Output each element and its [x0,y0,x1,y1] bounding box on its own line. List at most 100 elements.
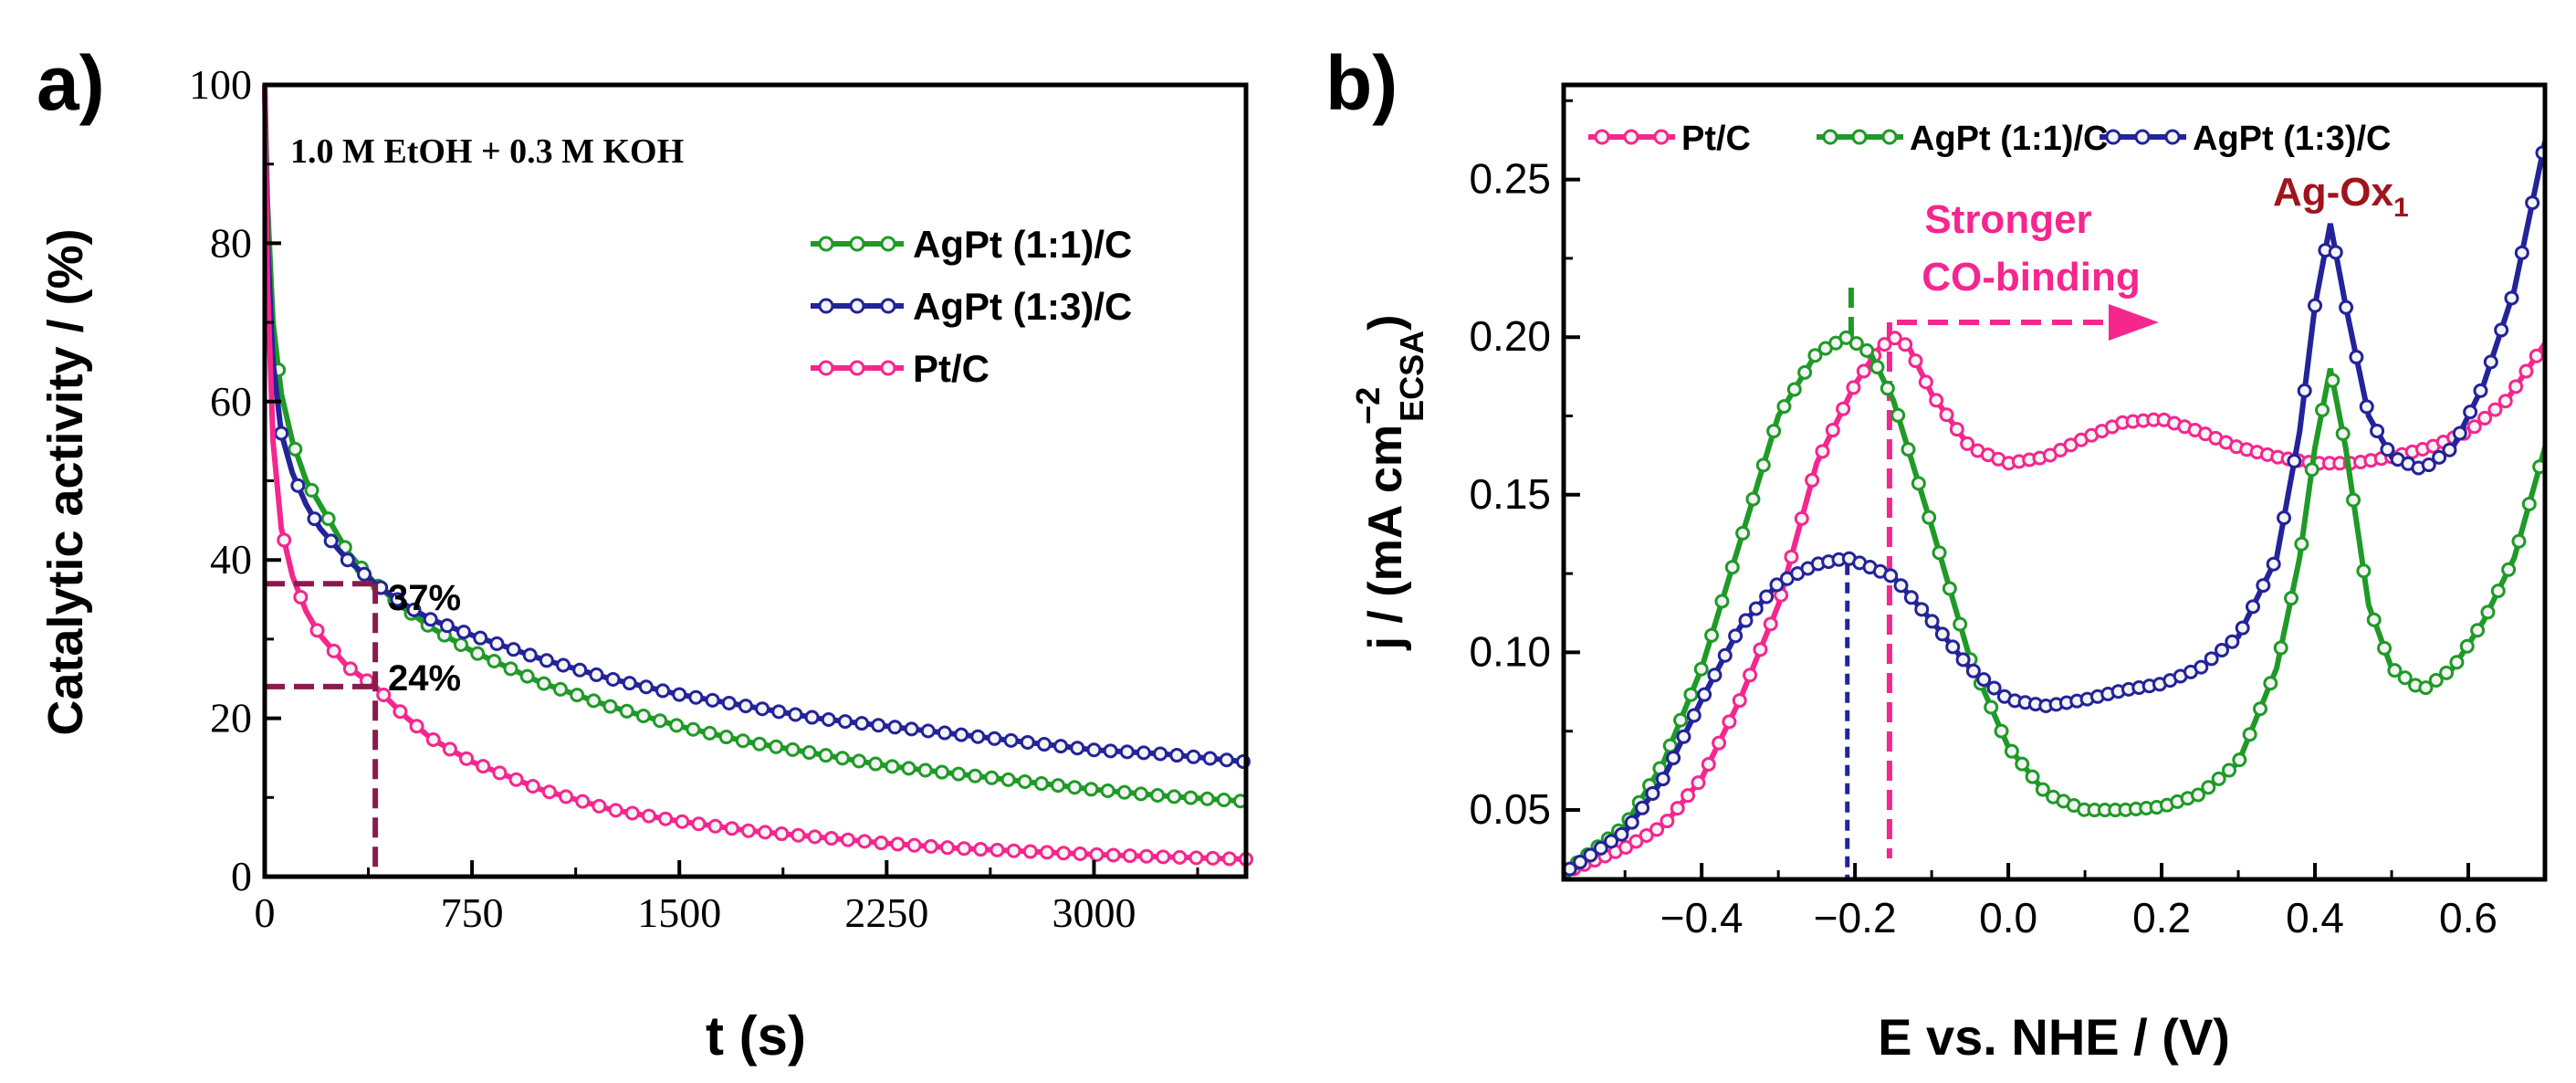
data-point [2349,350,2364,365]
data-point [1908,353,1923,369]
data-point [2266,556,2281,572]
data-point [1676,729,1691,744]
panel-a-plot-frame [262,82,1249,879]
ylabel-subscript: ECSA [1393,331,1430,422]
data-point [1759,589,1775,605]
legend-marker [818,298,834,314]
data-point [2204,651,2219,667]
x-tick-label: 3000 [1052,889,1136,936]
data-point [2339,300,2354,315]
y-tick-label: 0.15 [1469,470,1551,518]
data-point [342,661,358,677]
data-point [874,836,889,851]
data-point [1022,844,1038,859]
data-point [2211,771,2226,786]
data-point [1728,628,1744,644]
data-point [508,772,524,787]
data-point [951,766,967,782]
data-point [1825,423,1840,438]
data-point [821,711,836,727]
data-point [658,811,674,826]
data-point [586,693,602,709]
data-point [1984,699,1999,715]
data-point [2490,584,2506,599]
data-point [771,704,787,720]
data-point [525,778,540,794]
data-point [393,704,408,720]
data-point [1133,786,1148,802]
data-point [2521,496,2537,511]
data-point [575,794,591,809]
data-point [1960,436,1975,451]
x-tick-label: −0.2 [1814,894,1897,941]
data-point [1890,407,1906,423]
data-point [425,732,441,748]
y-tick-label: 100 [189,61,252,108]
data-point [2418,680,2434,696]
data-point [1846,380,1861,395]
data-point [1693,661,1709,677]
legend-marker [818,360,834,376]
data-point [1922,510,1937,525]
data-point [1186,749,1201,764]
data-point [854,716,870,731]
data-point [1805,472,1820,488]
series-Pt/C [262,84,1253,867]
data-point [2035,782,2050,797]
data-point [2315,403,2330,418]
data-point [801,745,817,761]
data-point [1859,342,1875,358]
data-point [2242,727,2257,742]
data-point [868,756,884,772]
y-tick-label: 0.25 [1469,155,1551,203]
data-point [987,731,1002,746]
legend-marker [818,236,834,252]
legend-marker [849,360,865,376]
data-point [1103,743,1118,759]
data-point [1202,751,1218,766]
data-point [785,741,801,757]
data-point [1722,714,1737,730]
data-point [1221,851,1237,867]
data-point [1748,601,1764,616]
data-point [1745,491,1761,507]
data-point [735,733,750,749]
data-point [1934,626,1950,642]
data-point [556,657,571,673]
x-tick-label: 0.2 [2132,894,2191,941]
data-point [2514,245,2529,260]
data-point [852,753,867,769]
data-point [2501,562,2517,577]
data-point [1138,848,1154,864]
data-point [1070,741,1085,756]
y-tick-label: 0.20 [1469,312,1551,360]
data-point [503,661,518,677]
data-point [1701,756,1716,772]
data-point [1794,510,1809,526]
data-point [1666,751,1681,766]
data-point [2428,672,2444,688]
data-point [570,688,585,703]
data-point [1755,457,1771,473]
data-point [724,821,739,836]
legend-label: AgPt (1:3)/C [913,285,1132,328]
data-point [519,668,535,684]
data-point [1836,401,1851,416]
data-point [774,826,790,842]
data-point [1869,359,1885,374]
data-point [2452,426,2467,441]
x-tick-label: 2250 [844,889,928,936]
data-point [1593,840,1608,856]
data-point [2442,442,2457,457]
data-point [2397,670,2413,686]
data-point [968,768,983,783]
data-point [675,814,690,829]
panel-b-legend: Pt/C AgPt (1:1)/C AgPt (1:3)/C [1588,120,2391,158]
panel-b-arrow-text-stronger: Stronger [1924,197,2091,242]
legend-marker [2105,129,2121,145]
data-point [788,707,803,722]
data-point [619,703,634,719]
data-point [2532,459,2545,475]
data-point [1205,850,1220,866]
data-point [1807,348,1823,363]
